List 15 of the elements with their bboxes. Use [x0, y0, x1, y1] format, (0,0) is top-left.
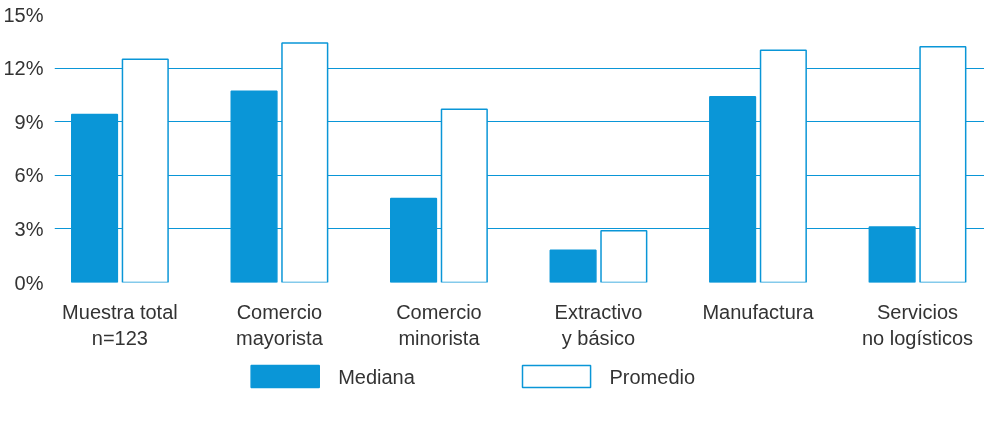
- x-tick-label: Comercio mayorista: [236, 300, 324, 349]
- x-tick-label: Servicios no logísticos: [861, 300, 974, 349]
- y-tick-label: 6%: [14, 164, 44, 187]
- x-tick-label: Manufactura: [702, 300, 815, 323]
- legend-label: Mediana: [338, 365, 416, 388]
- y-tick-label: 12%: [3, 57, 44, 80]
- y-tick-label: 3%: [14, 217, 44, 240]
- y-tick-label: 9%: [14, 110, 44, 133]
- y-tick-label: 0%: [14, 271, 44, 294]
- x-tick-label: Extractivo y básico: [554, 300, 643, 349]
- y-tick-label: 15%: [3, 3, 44, 26]
- x-tick-label: Muestra total n=123: [62, 300, 178, 349]
- x-tick-label: Comercio minorista: [396, 300, 482, 349]
- legend-label: Promedio: [609, 365, 696, 388]
- bar: [549, 249, 597, 283]
